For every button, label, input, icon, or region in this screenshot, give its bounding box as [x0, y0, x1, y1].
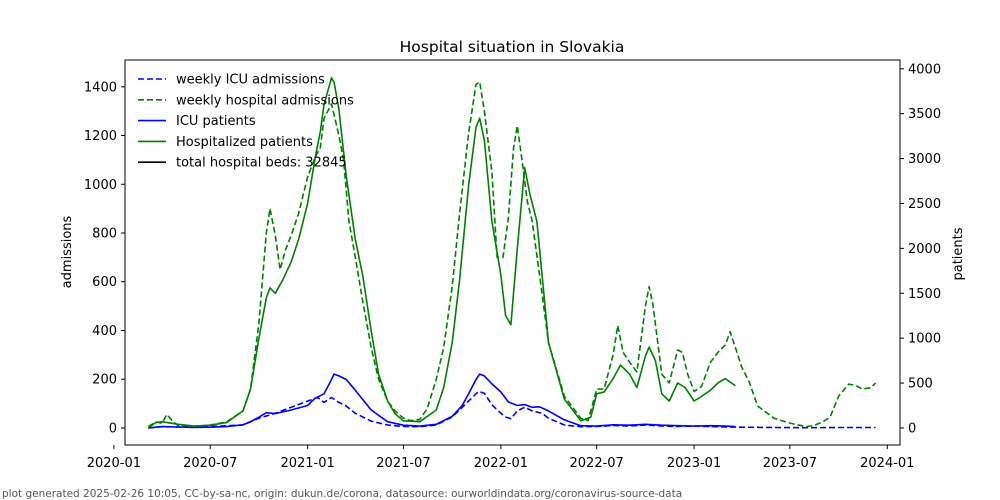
y-tick-label: 1000	[84, 178, 117, 193]
y2-tick-label: 3000	[908, 152, 941, 167]
plot-frame	[124, 59, 901, 446]
x-tick-label: 2022-07	[570, 456, 624, 471]
series-line-hospitalized-patients	[147, 77, 736, 429]
y2-tick-label: 1000	[908, 332, 941, 347]
x-tick-label: 2023-07	[763, 456, 817, 471]
x-tick-label: 2020-01	[87, 456, 141, 471]
y2-tick-label: 2500	[908, 197, 941, 212]
y2-axis-title: patients	[951, 227, 966, 280]
legend: weekly ICU admissions weekly hospital adm…	[138, 73, 354, 171]
y-tick-label: 0	[109, 421, 117, 436]
y-tick-label: 600	[92, 275, 117, 290]
legend-label: total hospital beds: 32845	[176, 156, 347, 171]
y-tick-label: 800	[92, 227, 117, 242]
series-line-weekly-hospital-admissions	[147, 81, 877, 428]
y-axis-left: 0 200 400 600 800 1000 1200 1400	[84, 80, 125, 436]
y-axis-right: 0 500 1000 1500 2000 2500 3000 3500 4000	[900, 62, 941, 436]
footer-note: plot generated 2025-02-26 10:05, CC-by-s…	[2, 488, 682, 500]
x-axis: 2020-01 2020-07 2021-01 2021-07 2022-01 2022-…	[87, 445, 914, 471]
x-tick-label: 2021-01	[280, 456, 334, 471]
y2-tick-label: 1500	[908, 287, 941, 302]
y2-tick-label: 0	[908, 421, 916, 436]
x-tick-label: 2023-01	[667, 456, 721, 471]
plot-area	[124, 59, 901, 446]
chart-title: Hospital situation in Slovakia	[400, 38, 625, 56]
y2-tick-label: 2000	[908, 242, 941, 257]
legend-label: weekly ICU admissions	[176, 73, 325, 88]
y-axis-title: admissions	[60, 215, 75, 288]
y-tick-label: 200	[92, 373, 117, 388]
legend-label: ICU patients	[176, 114, 256, 129]
y-tick-label: 1400	[84, 80, 117, 95]
series-line-weekly-icu-admissions	[148, 390, 876, 429]
x-tick-label: 2021-07	[376, 456, 430, 471]
x-tick-label: 2024-01	[860, 456, 914, 471]
series-line-icu-patients	[148, 373, 736, 429]
series-layer	[147, 77, 877, 429]
y-tick-label: 1200	[84, 129, 117, 144]
y2-tick-label: 500	[908, 377, 933, 392]
y2-tick-label: 3500	[908, 107, 941, 122]
x-tick-label: 2022-01	[474, 456, 528, 471]
legend-label: weekly hospital admissions	[176, 93, 354, 108]
y2-tick-label: 4000	[908, 62, 941, 77]
y-tick-label: 400	[92, 324, 117, 339]
x-tick-label: 2020-07	[183, 456, 237, 471]
legend-label: Hospitalized patients	[176, 135, 313, 150]
